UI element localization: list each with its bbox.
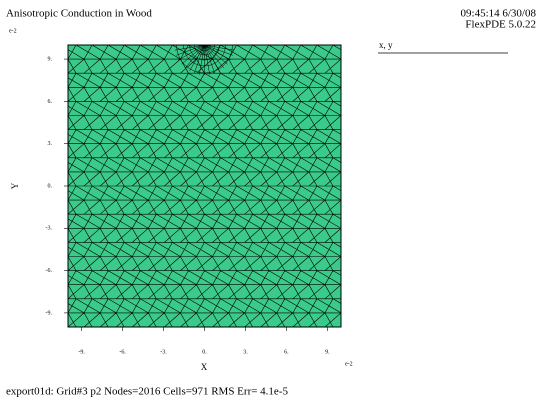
y-tick-label: 9.: [48, 56, 53, 62]
y-axis-label: Y: [10, 182, 20, 189]
footer: export01d: Grid#3 p2 Nodes=2016 Cells=97…: [6, 386, 288, 398]
mesh: [68, 45, 341, 327]
legend-label: x, y: [379, 40, 393, 50]
mesh-lines: [68, 45, 341, 327]
y-tick-label: 0.: [48, 183, 53, 189]
y-tick-label: -6.: [46, 268, 53, 274]
x-tick-label: 9.: [325, 349, 330, 355]
x-tick-label: -3.: [160, 349, 167, 355]
y-multiplier: e-2: [9, 28, 17, 34]
mesh-refinement: [174, 45, 235, 75]
y-tick-label: -3.: [46, 226, 53, 232]
x-tick-label: 3.: [243, 349, 248, 355]
software: FlexPDE 5.0.22: [465, 19, 536, 31]
y-tick-label: -9.: [46, 310, 53, 316]
x-multiplier: e-2: [345, 361, 353, 367]
chart-title: Anisotropic Conduction in Wood: [6, 8, 152, 20]
x-tick-label: 6.: [284, 349, 289, 355]
x-axis-label: X: [201, 362, 208, 372]
timestamp: 09:45:14 6/30/08: [461, 8, 537, 20]
x-tick-label: -9.: [78, 349, 85, 355]
x-tick-label: -6.: [119, 349, 126, 355]
y-tick-label: 3.: [48, 141, 53, 147]
x-tick-label: 0.: [202, 349, 207, 355]
y-tick-label: 6.: [48, 99, 53, 105]
